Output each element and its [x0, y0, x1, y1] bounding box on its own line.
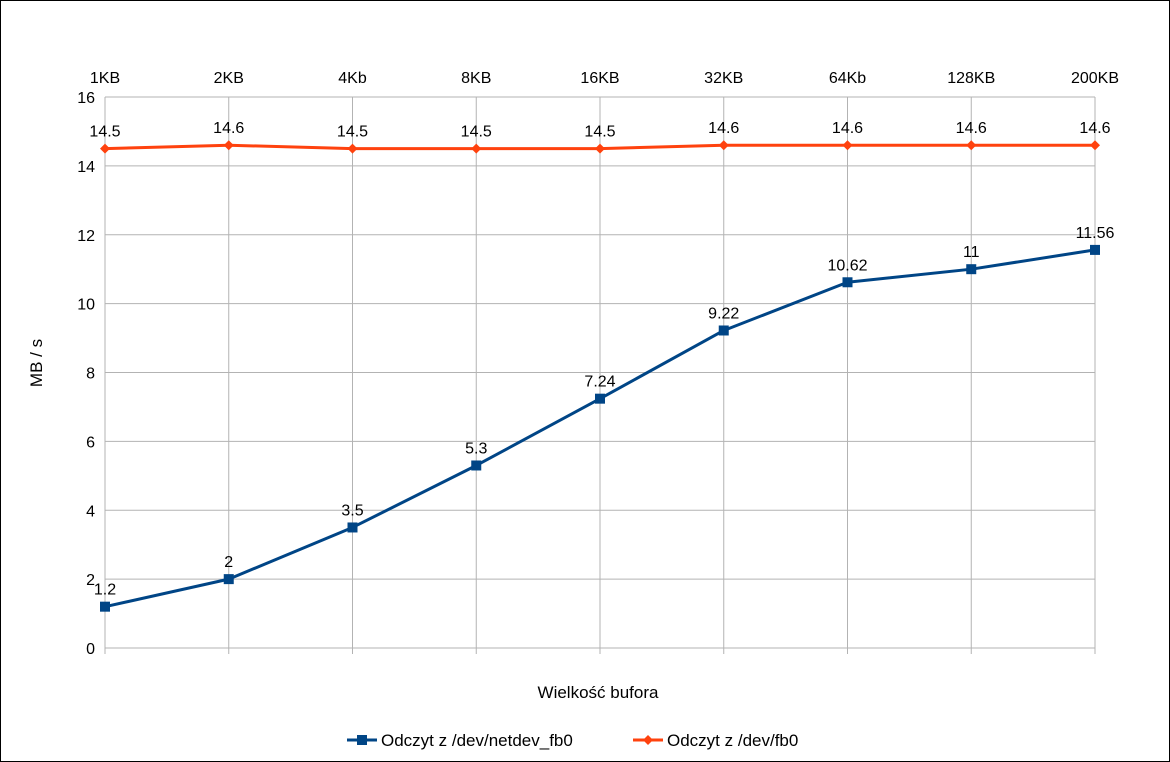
y-tick-label: 4 [86, 503, 95, 520]
legend: Odczyt z /dev/netdev_fb0 Odczyt z /dev/fb… [347, 731, 798, 750]
y-tick-label: 16 [77, 90, 95, 107]
x-tick-label: 16KB [580, 70, 619, 87]
y-tick-label: 14 [77, 159, 95, 176]
data-point [595, 143, 605, 154]
data-point [100, 143, 110, 154]
y-tick-label: 10 [77, 297, 95, 314]
data-point [347, 522, 358, 533]
data-point [471, 460, 482, 471]
data-label: 14.5 [89, 124, 120, 141]
x-tick-label: 2KB [214, 70, 244, 87]
x-tick-label: 64Kb [829, 70, 866, 87]
data-point [223, 140, 234, 151]
x-tick-label: 128KB [947, 70, 995, 87]
x-tick-label: 32KB [704, 70, 743, 87]
data-label: 14.6 [832, 120, 863, 137]
y-tick-label: 12 [77, 228, 95, 245]
data-label: 7.24 [584, 374, 615, 391]
legend-marker [643, 735, 653, 745]
data-label: 14.5 [584, 124, 615, 141]
data-label: 14.6 [1079, 120, 1110, 137]
data-label: 5.3 [465, 440, 487, 457]
data-label: 11.56 [1076, 225, 1115, 242]
data-label: 11 [963, 244, 980, 261]
x-tick-label: 1KB [90, 70, 120, 87]
data-point [966, 264, 977, 275]
data-label: 9.22 [708, 305, 739, 322]
data-point [100, 601, 110, 612]
data-point [1090, 140, 1100, 151]
data-label: 14.6 [708, 120, 739, 137]
y-tick-label: 0 [86, 641, 95, 658]
data-label: 1.2 [94, 582, 116, 599]
data-label: 14.5 [461, 124, 492, 141]
data-point [718, 325, 729, 336]
legend-marker [357, 735, 367, 745]
grid [104, 96, 1096, 654]
y-tick-label: 8 [86, 366, 95, 383]
data-point [223, 574, 234, 585]
legend-label: Odczyt z /dev/fb0 [667, 731, 798, 750]
data-label: 14.6 [213, 120, 244, 137]
series [100, 140, 1100, 612]
y-axis-title: MB / s [27, 339, 46, 387]
data-label: 14.6 [956, 120, 987, 137]
data-label: 3.5 [341, 502, 363, 519]
data-label: 10.62 [827, 257, 867, 274]
x-tick-label: 4Kb [338, 70, 367, 87]
data-point [595, 393, 605, 404]
y-tick-label: 2 [86, 572, 95, 589]
x-tick-label: 200KB [1071, 70, 1119, 87]
data-label: 14.5 [337, 124, 368, 141]
legend-label: Odczyt z /dev/netdev_fb0 [381, 731, 573, 750]
data-point [347, 143, 358, 154]
data-point [842, 140, 853, 151]
data-point [966, 140, 977, 151]
y-tick-label: 6 [86, 434, 95, 451]
data-point [718, 140, 729, 151]
data-point [471, 143, 482, 154]
data-point [842, 277, 853, 288]
x-axis-title: Wielkość bufora [538, 683, 659, 702]
data-label: 2 [224, 554, 233, 571]
x-tick-label: 8KB [461, 70, 491, 87]
axes: 0 2 4 6 8 10 12 14 16 1KB 2KB 4Kb 8KB 16KB 32KB 64Kb 128… [77, 70, 1119, 658]
data-point [1090, 244, 1100, 255]
